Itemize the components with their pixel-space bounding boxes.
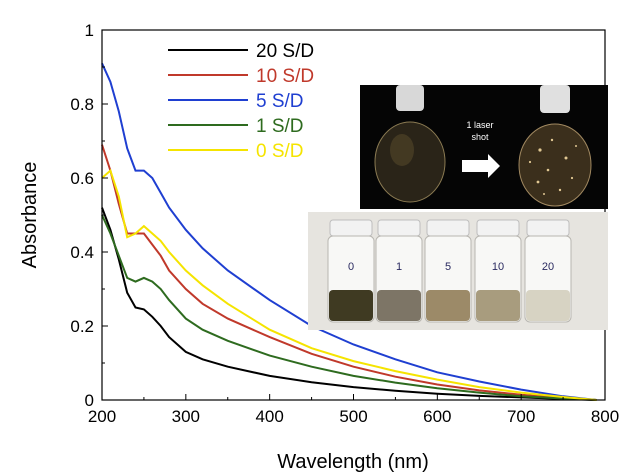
vial-cap	[377, 219, 421, 237]
series-line-0	[101, 207, 597, 401]
series-line-3	[101, 214, 597, 401]
series-line-2	[101, 62, 597, 401]
legend-label: 10 S/D	[256, 66, 314, 87]
y-tick-label: 0	[85, 391, 94, 410]
x-tick-label: 600	[423, 407, 451, 426]
vial-liquid	[476, 290, 520, 321]
y-tick-label: 0.8	[70, 95, 94, 114]
inset-vials-photo: 0 1 5 10 20	[308, 212, 608, 330]
vial-liquid	[526, 290, 570, 321]
legend-label: 0 S/D	[256, 141, 304, 162]
vial-liquid	[377, 290, 421, 321]
legend-label: 1 S/D	[256, 116, 304, 137]
vial-label: 0	[348, 261, 354, 273]
vial-cap	[329, 219, 373, 237]
laser-text-line2: shot	[471, 132, 489, 142]
vial-cap	[526, 219, 570, 237]
series-line-4	[101, 168, 597, 401]
vial-cap	[476, 219, 520, 237]
legend-label: 20 S/D	[256, 41, 314, 62]
vial-label: 1	[396, 261, 402, 273]
x-tick-label: 300	[172, 407, 200, 426]
vial-liquid	[329, 290, 373, 321]
y-tick-label: 0.4	[70, 243, 94, 262]
x-tick-label: 200	[88, 407, 116, 426]
y-tick-label: 1	[85, 21, 94, 40]
series-line-1	[101, 144, 597, 401]
y-axis-title: Absorbance	[19, 162, 41, 269]
laser-text-line1: 1 laser	[466, 120, 493, 130]
x-tick-label: 400	[255, 407, 283, 426]
inset-laser-photo: 1 laser shot	[360, 85, 608, 209]
legend-label: 5 S/D	[256, 91, 304, 112]
arrow-icon	[462, 154, 500, 178]
y-tick-label: 0.2	[70, 317, 94, 336]
x-tick-label: 800	[591, 407, 619, 426]
x-tick-label: 500	[339, 407, 367, 426]
vial-label: 10	[492, 261, 504, 273]
plot-lines	[101, 62, 597, 401]
x-axis-title: Wavelength (nm)	[277, 451, 429, 473]
y-tick-label: 0.6	[70, 169, 94, 188]
legend: 20 S/D 10 S/D 5 S/D 1 S/D 0 S/D	[168, 41, 314, 162]
vial-label: 20	[542, 261, 554, 273]
x-tick-label: 700	[507, 407, 535, 426]
vial-label: 5	[445, 261, 451, 273]
vial-cap	[426, 219, 470, 237]
vial-liquid	[426, 290, 470, 321]
